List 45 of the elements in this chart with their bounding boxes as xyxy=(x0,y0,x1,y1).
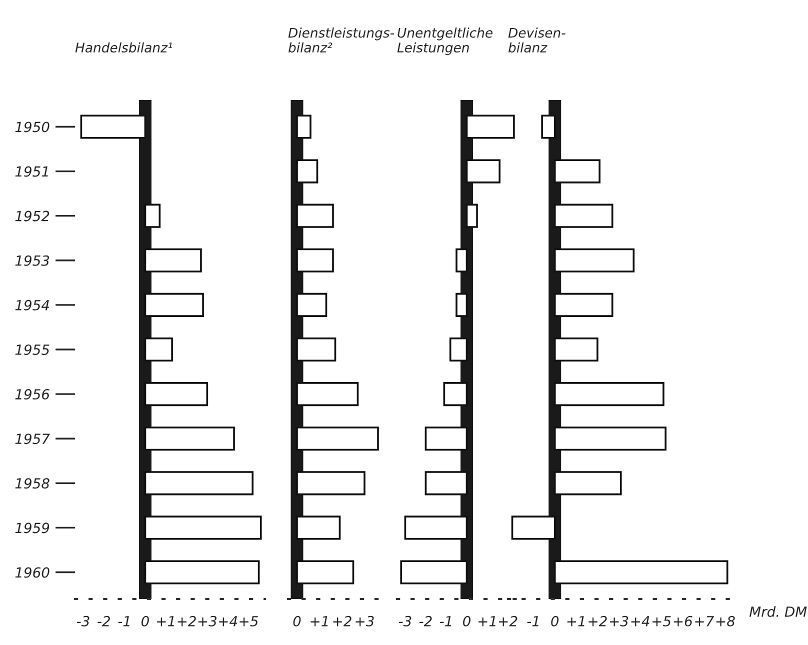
x-tick-label: -2 xyxy=(98,616,110,626)
y-tick-label: 1954 xyxy=(15,300,50,310)
x-tick-label: +1 xyxy=(157,616,174,626)
y-tick-label: 1955 xyxy=(15,344,50,355)
text: Mrd. DM xyxy=(749,606,807,617)
chart-title: Dienstleistungs- bilanz² xyxy=(288,28,394,53)
x-tick-label: +5 xyxy=(652,616,671,626)
x-tick-label: +5 xyxy=(240,616,258,626)
y-tick-label: 1951 xyxy=(15,166,48,177)
x-tick-label: +6 xyxy=(674,616,692,626)
x-tick-label: +7 xyxy=(695,616,714,626)
y-tick-label: 1957 xyxy=(15,434,50,444)
x-tick-label: +2 xyxy=(588,616,607,626)
x-tick-label: +4 xyxy=(219,616,238,626)
chart-title: Devisen- bilanz xyxy=(508,28,566,53)
x-tick-label: -2 xyxy=(419,616,432,626)
x-tick-label: 0 xyxy=(293,616,301,626)
x-tick-label: 0 xyxy=(463,616,470,626)
x-tick-label: -1 xyxy=(118,616,130,626)
x-tick-label: -1 xyxy=(440,616,452,626)
x-tick-label: +3 xyxy=(198,616,217,626)
y-tick-label: 1950 xyxy=(15,122,50,132)
x-tick-label: -1 xyxy=(527,616,538,626)
x-tick-label: -3 xyxy=(398,616,412,626)
x-tick-label: 0 xyxy=(551,616,559,626)
chart-title: Handelsbilanz¹ xyxy=(75,42,172,53)
y-tick-label: 1959 xyxy=(15,522,50,534)
y-tick-label: 1953 xyxy=(15,255,50,266)
chart-title: Unentgeltliche Leistungen xyxy=(397,28,492,56)
x-tick-label: +1 xyxy=(478,616,496,626)
y-tick-label: 1956 xyxy=(15,389,50,400)
x-tick-label: +2 xyxy=(333,616,352,626)
x-tick-label: +4 xyxy=(631,616,650,626)
x-tick-label: +2 xyxy=(499,616,518,626)
x-tick-label: +2 xyxy=(178,616,196,626)
y-tick-label: 1952 xyxy=(15,210,50,222)
y-tick-label: 1960 xyxy=(15,567,50,578)
x-tick-label: +3 xyxy=(610,616,628,626)
x-tick-label: +3 xyxy=(356,616,374,626)
x-tick-label: +1 xyxy=(567,616,584,626)
x-tick-label: +1 xyxy=(310,616,328,626)
y-tick-label: 1958 xyxy=(15,478,50,489)
x-tick-label: +8 xyxy=(716,616,735,626)
x-tick-label: 0 xyxy=(141,616,149,626)
x-tick-label: -3 xyxy=(76,616,90,626)
